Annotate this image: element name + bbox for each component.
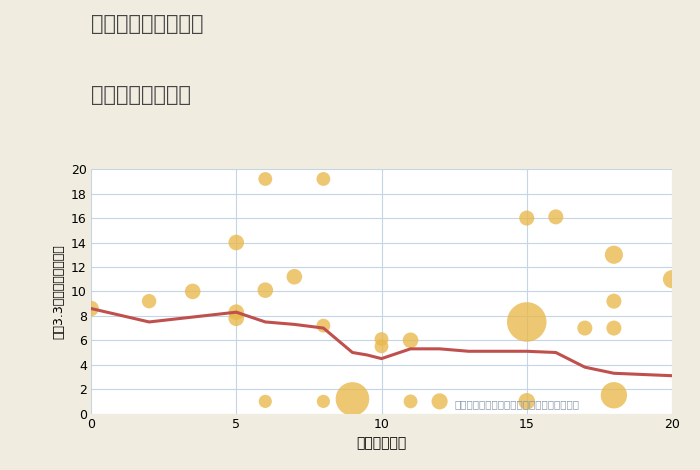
Point (346, 395, 358, 403)
Point (521, 318, 532, 326)
Point (608, 324, 620, 332)
Point (376, 343, 387, 350)
Point (289, 273, 300, 281)
Text: 駅距離別土地価格: 駅距離別土地価格 (91, 85, 191, 105)
Point (405, 337, 416, 344)
Point (521, 214, 532, 222)
Point (405, 398, 416, 405)
Point (666, 275, 678, 283)
Point (260, 175, 271, 183)
Point (231, 239, 242, 246)
Point (608, 298, 620, 305)
Point (608, 392, 620, 399)
X-axis label: 駅距離（分）: 駅距離（分） (356, 436, 407, 450)
Y-axis label: 坪（3.3㎡）単価（万円）: 坪（3.3㎡）単価（万円） (52, 244, 65, 339)
Point (144, 298, 155, 305)
Point (318, 322, 329, 329)
Point (187, 288, 198, 295)
Point (260, 286, 271, 294)
Text: 円の大きさは、取引のあった物件面積を示す: 円の大きさは、取引のあった物件面積を示す (454, 399, 579, 409)
Point (376, 335, 387, 343)
Point (231, 314, 242, 322)
Point (608, 251, 620, 258)
Point (318, 398, 329, 405)
Point (521, 398, 532, 405)
Point (550, 213, 561, 220)
Text: 三重県伊賀市山神の: 三重県伊賀市山神の (91, 14, 204, 34)
Point (260, 398, 271, 405)
Point (231, 308, 242, 316)
Point (85, 305, 97, 312)
Point (434, 398, 445, 405)
Point (580, 324, 591, 332)
Point (318, 175, 329, 183)
